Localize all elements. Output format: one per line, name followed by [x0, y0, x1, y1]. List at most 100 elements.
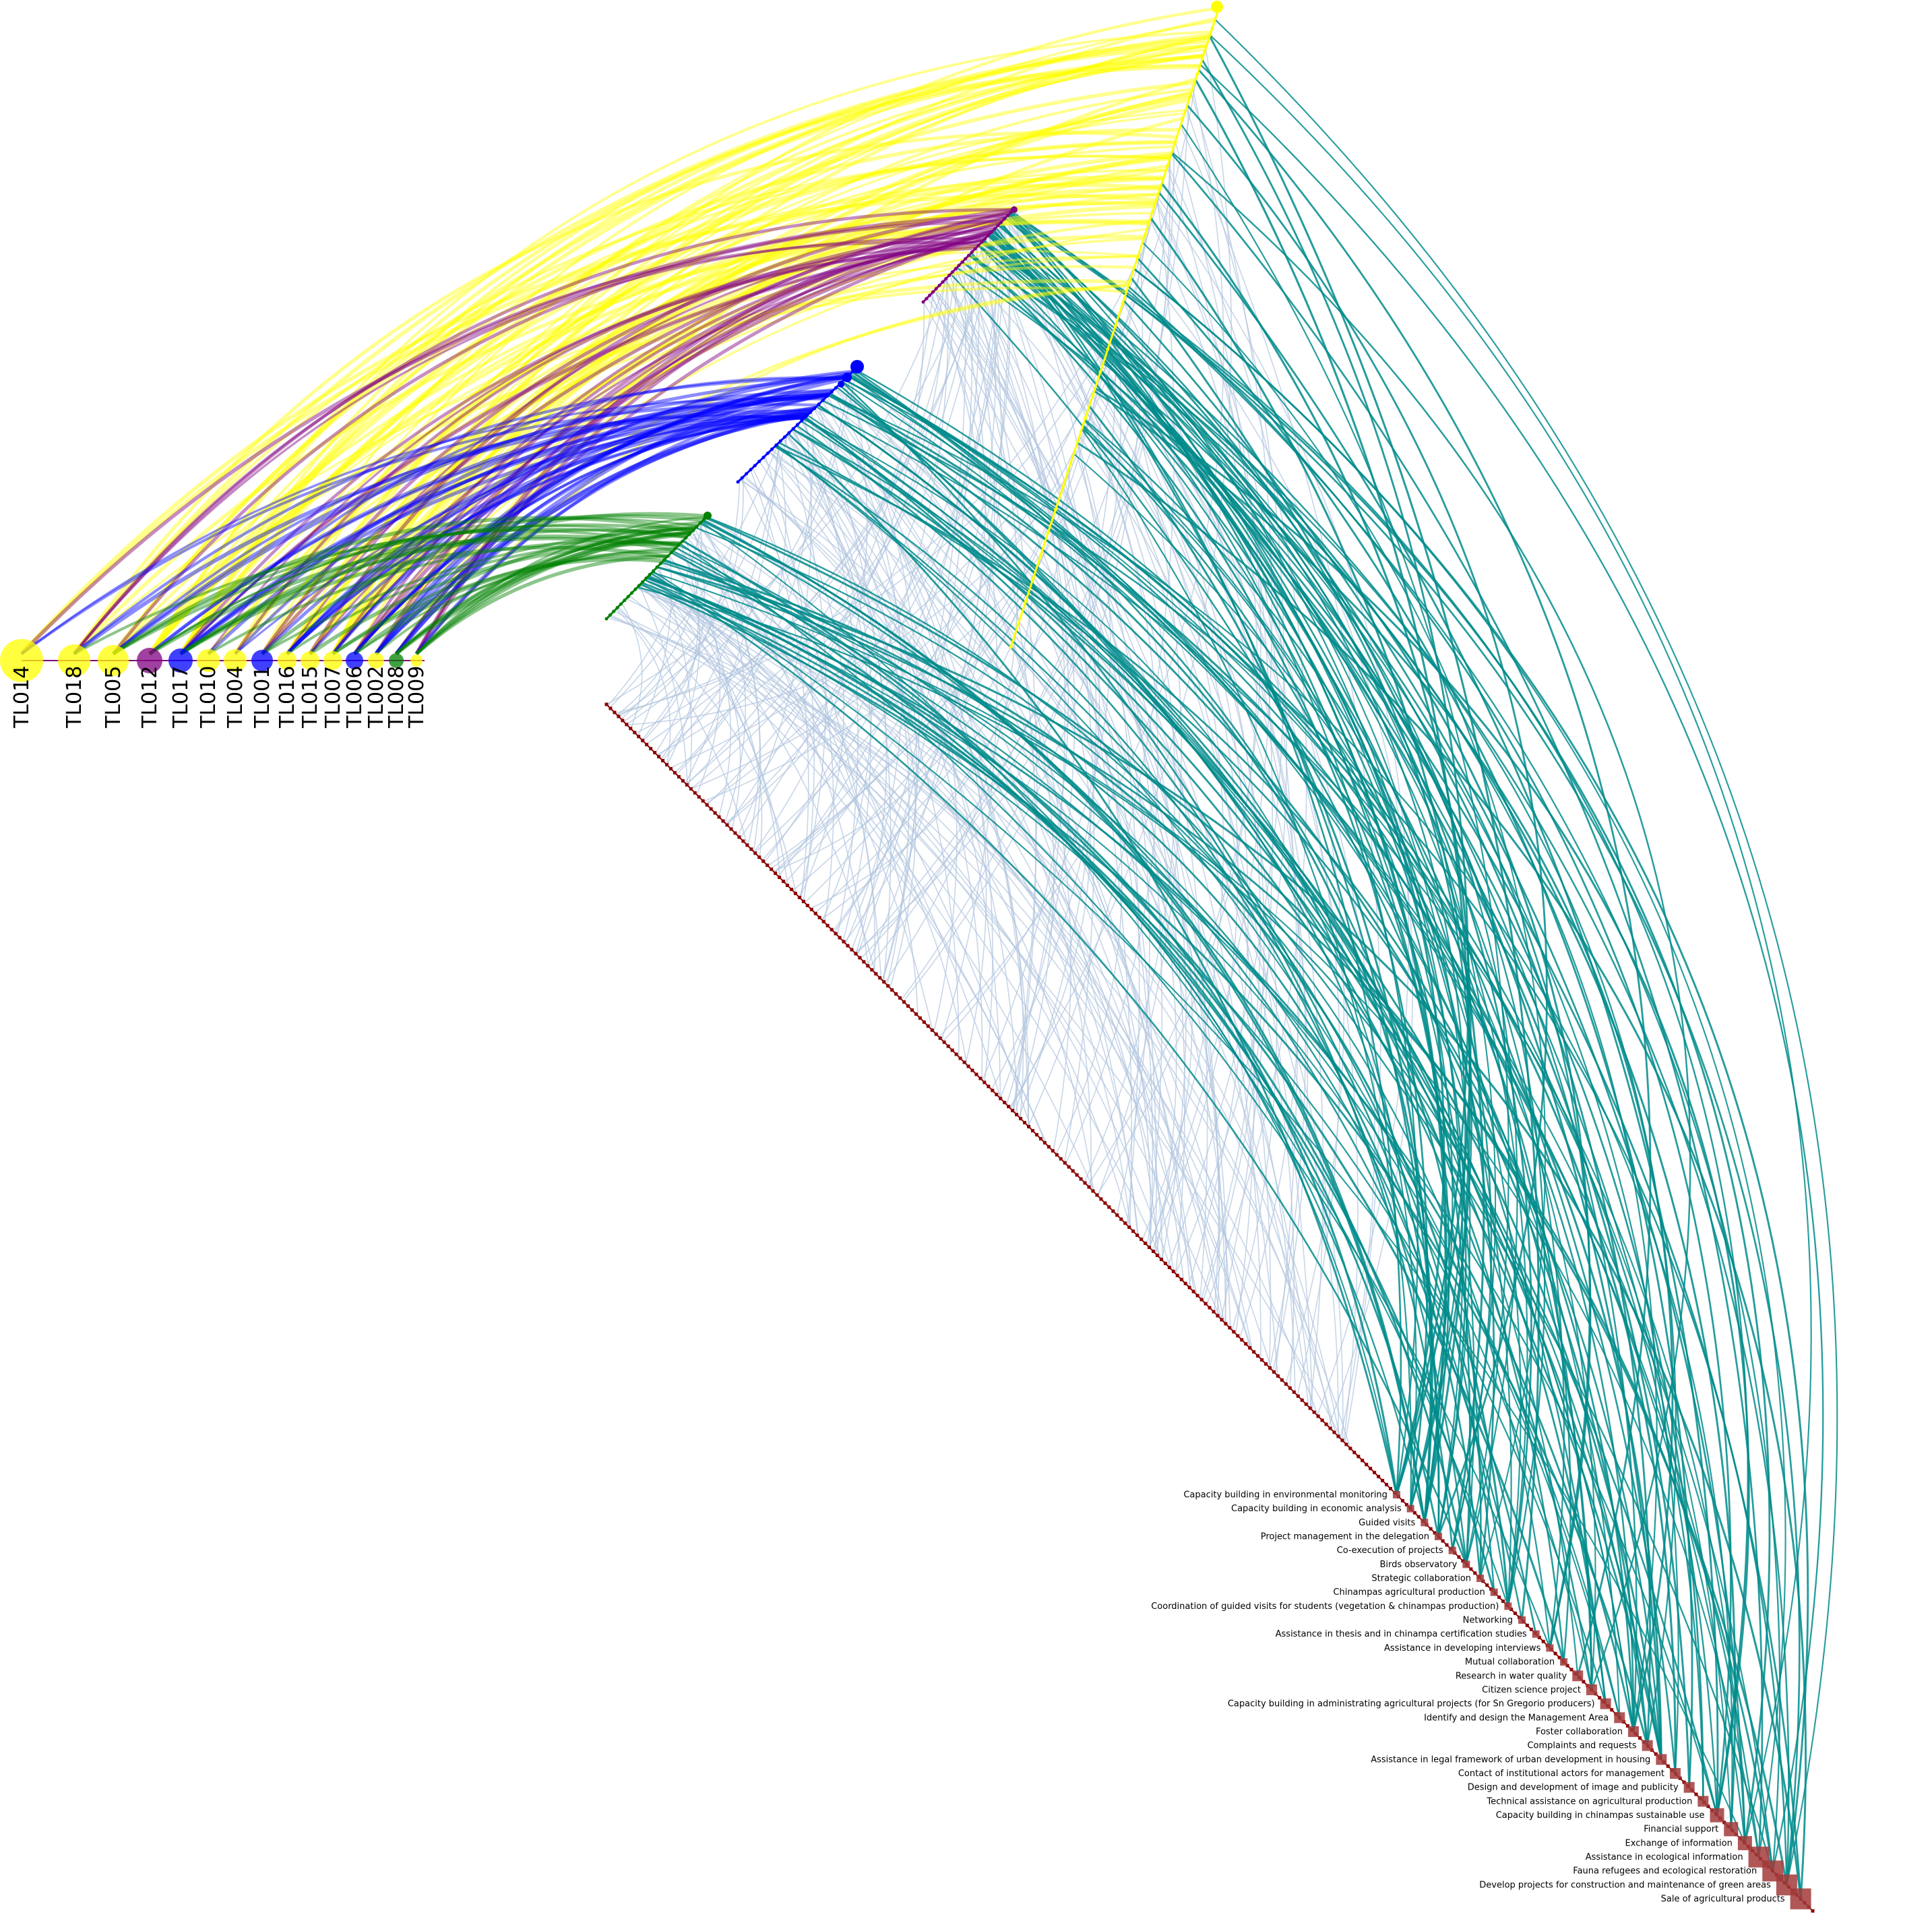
purple-edge — [73, 237, 985, 655]
activity-axis-tick — [842, 940, 846, 944]
activity-axis-tick — [1292, 1390, 1296, 1394]
activity-axis-tick — [898, 996, 902, 1000]
green-edge — [179, 545, 668, 656]
labels-layer: TL014 TL018 TL005 TL012 TL017 TL010 TL004 TL001… — [10, 666, 1785, 1904]
activity-axis-tick — [1280, 1378, 1284, 1382]
blue-edge — [374, 388, 834, 655]
blue-edge — [112, 414, 805, 655]
activity-axis-tick — [733, 831, 737, 835]
activity-label: Financial support — [1644, 1825, 1718, 1835]
teal-edge — [848, 375, 1746, 1844]
yellow-axis-node — [1113, 324, 1117, 328]
activity-axis-tick — [1389, 1487, 1392, 1490]
yellow-axis-node — [1024, 599, 1028, 603]
teal-edge — [970, 252, 1429, 1509]
activity-axis-tick — [786, 884, 789, 887]
activity-label: Contact of institutional actors for mana… — [1458, 1769, 1664, 1779]
activity-axis-tick — [846, 944, 850, 948]
yellow-axis-node — [1084, 416, 1088, 420]
lightblue-edge — [955, 268, 1157, 1254]
activity-axis-tick — [970, 1068, 974, 1072]
activity-axis-tick — [1208, 1306, 1212, 1310]
activity-axis-tick — [1400, 1498, 1404, 1502]
green-edge — [261, 512, 708, 656]
activity-axis-tick — [809, 907, 813, 911]
activity-axis-tick — [1087, 1185, 1091, 1189]
green-axis-node — [695, 524, 699, 528]
lightblue-edge — [792, 428, 871, 942]
actor-label: TL001 — [251, 666, 274, 729]
green-axis-node — [648, 572, 652, 576]
activity-axis-tick — [766, 863, 770, 868]
activity-label: Citizen science project — [1482, 1685, 1581, 1695]
yellow-edge — [415, 158, 1170, 655]
activity-node — [1697, 1796, 1709, 1807]
activity-axis-tick — [1553, 1651, 1557, 1655]
activity-axis-tick — [805, 903, 809, 907]
teal-edge — [661, 561, 1481, 1579]
lightblue-edge — [1062, 486, 1261, 1359]
yellow-edge — [353, 284, 1129, 655]
purple-axis-node — [983, 237, 987, 241]
blue-edge — [285, 371, 852, 655]
green-axis-node — [633, 587, 637, 591]
lightblue-edge — [769, 451, 1018, 1116]
yellow-axis-node — [1173, 141, 1177, 145]
yellow-edge — [286, 193, 1158, 655]
lightblue-edge — [1148, 92, 1273, 1248]
edges-group-layer — [20, 6, 1220, 656]
teal-edge — [1197, 69, 1652, 1676]
lightblue-edge — [1033, 576, 1123, 1155]
purple-axis-node — [931, 290, 935, 294]
yellow-edge — [111, 127, 1179, 655]
purple-hub-node — [1011, 206, 1018, 213]
activity-axis-tick — [906, 1004, 910, 1008]
actor-label: TL006 — [343, 666, 367, 729]
teal-edge — [1171, 152, 1691, 1691]
yellow-edge — [286, 49, 1206, 655]
green-edge — [395, 526, 696, 655]
yellow-edge — [331, 164, 1168, 655]
blue-axis-node — [808, 410, 812, 415]
purple-edge — [353, 234, 989, 655]
activity-axis-tick — [1127, 1225, 1131, 1229]
activity-axis-tick — [1666, 1764, 1670, 1768]
teal-edge — [828, 394, 1433, 1523]
yellow-axis-node — [1009, 645, 1013, 649]
yellow-edge — [234, 169, 1166, 655]
activity-axis-tick — [1441, 1539, 1445, 1543]
activity-node — [1448, 1546, 1456, 1554]
teal-edge — [987, 235, 1638, 1732]
blue-edge — [285, 415, 806, 655]
activity-label: Complaints and requests — [1527, 1741, 1636, 1751]
activity-node — [1434, 1532, 1442, 1540]
green-edge — [415, 554, 668, 656]
actor-label: TL016 — [276, 666, 299, 729]
green-axis-node — [626, 595, 630, 599]
yellow-edge — [285, 92, 1191, 655]
yellow-edge — [234, 187, 1160, 655]
activity-node — [1600, 1698, 1611, 1709]
actor-label: TL004 — [224, 666, 247, 729]
activity-axis-tick — [1083, 1181, 1087, 1185]
purple-axis-node — [1005, 214, 1009, 218]
lightblue-edge — [774, 239, 996, 873]
lightblue-edge — [1010, 212, 1140, 1225]
blue-edge — [148, 392, 830, 656]
green-edge — [207, 540, 680, 655]
purple-edge — [394, 229, 993, 655]
activity-axis-tick — [681, 779, 685, 783]
purple-axis-node — [928, 293, 932, 297]
teal-edge — [662, 559, 1509, 1607]
yellow-edge — [148, 65, 1200, 655]
teal-edge — [978, 244, 1528, 1607]
teal-edge — [787, 433, 1398, 1495]
activity-axis-tick — [649, 747, 653, 751]
activity-label: Foster collaboration — [1536, 1727, 1623, 1737]
activity-axis-tick — [974, 1072, 978, 1076]
lightblue-edge — [650, 573, 788, 886]
purple-axis-node — [989, 231, 993, 234]
blue-axis-node — [766, 452, 770, 455]
yellow-edge — [285, 201, 1156, 655]
blue-axis-node — [787, 431, 791, 435]
